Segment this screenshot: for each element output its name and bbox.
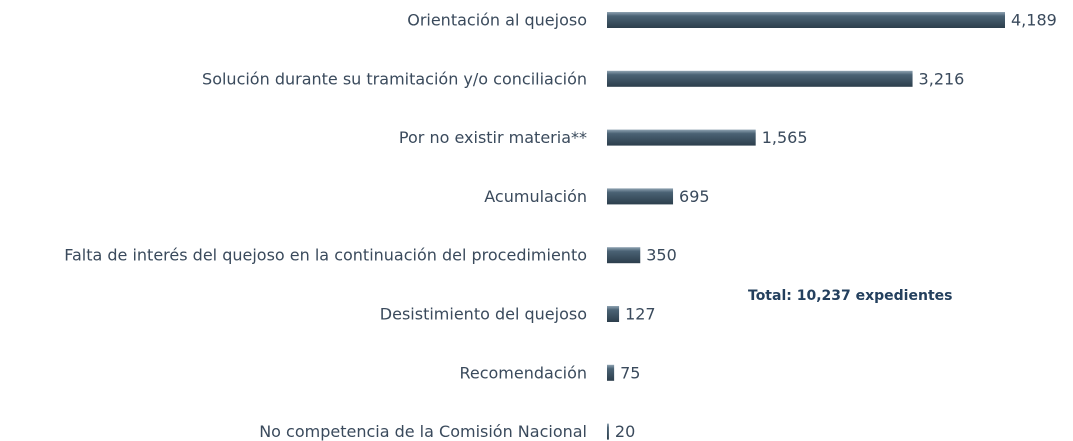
category-label: No competencia de la Comisión Nacional xyxy=(259,422,587,441)
category-label: Falta de interés del quejoso en la conti… xyxy=(64,246,587,265)
category-label: Recomendación xyxy=(459,363,587,382)
category-label: Desistimiento del quejoso xyxy=(380,305,587,324)
category-label: Por no existir materia** xyxy=(399,128,587,147)
value-label: 350 xyxy=(646,246,677,265)
bar xyxy=(607,70,913,87)
value-label: 3,216 xyxy=(919,69,965,88)
value-label: 695 xyxy=(679,187,710,206)
value-label: 127 xyxy=(625,305,656,324)
total-annotation: Total: 10,237 expedientes xyxy=(748,288,952,304)
bar xyxy=(607,364,615,381)
bar xyxy=(607,188,674,205)
category-label: Orientación al quejoso xyxy=(407,11,587,30)
value-label: 75 xyxy=(620,363,640,382)
category-label: Solución durante su tramitación y/o conc… xyxy=(202,69,587,88)
category-label: Acumulación xyxy=(484,187,587,206)
value-label: 1,565 xyxy=(762,128,808,147)
bar xyxy=(607,247,641,264)
bar xyxy=(607,306,620,322)
value-label: 20 xyxy=(615,422,635,441)
bar xyxy=(607,129,756,146)
bar xyxy=(607,423,609,440)
value-label: 4,189 xyxy=(1011,11,1057,30)
bar xyxy=(607,12,1005,28)
